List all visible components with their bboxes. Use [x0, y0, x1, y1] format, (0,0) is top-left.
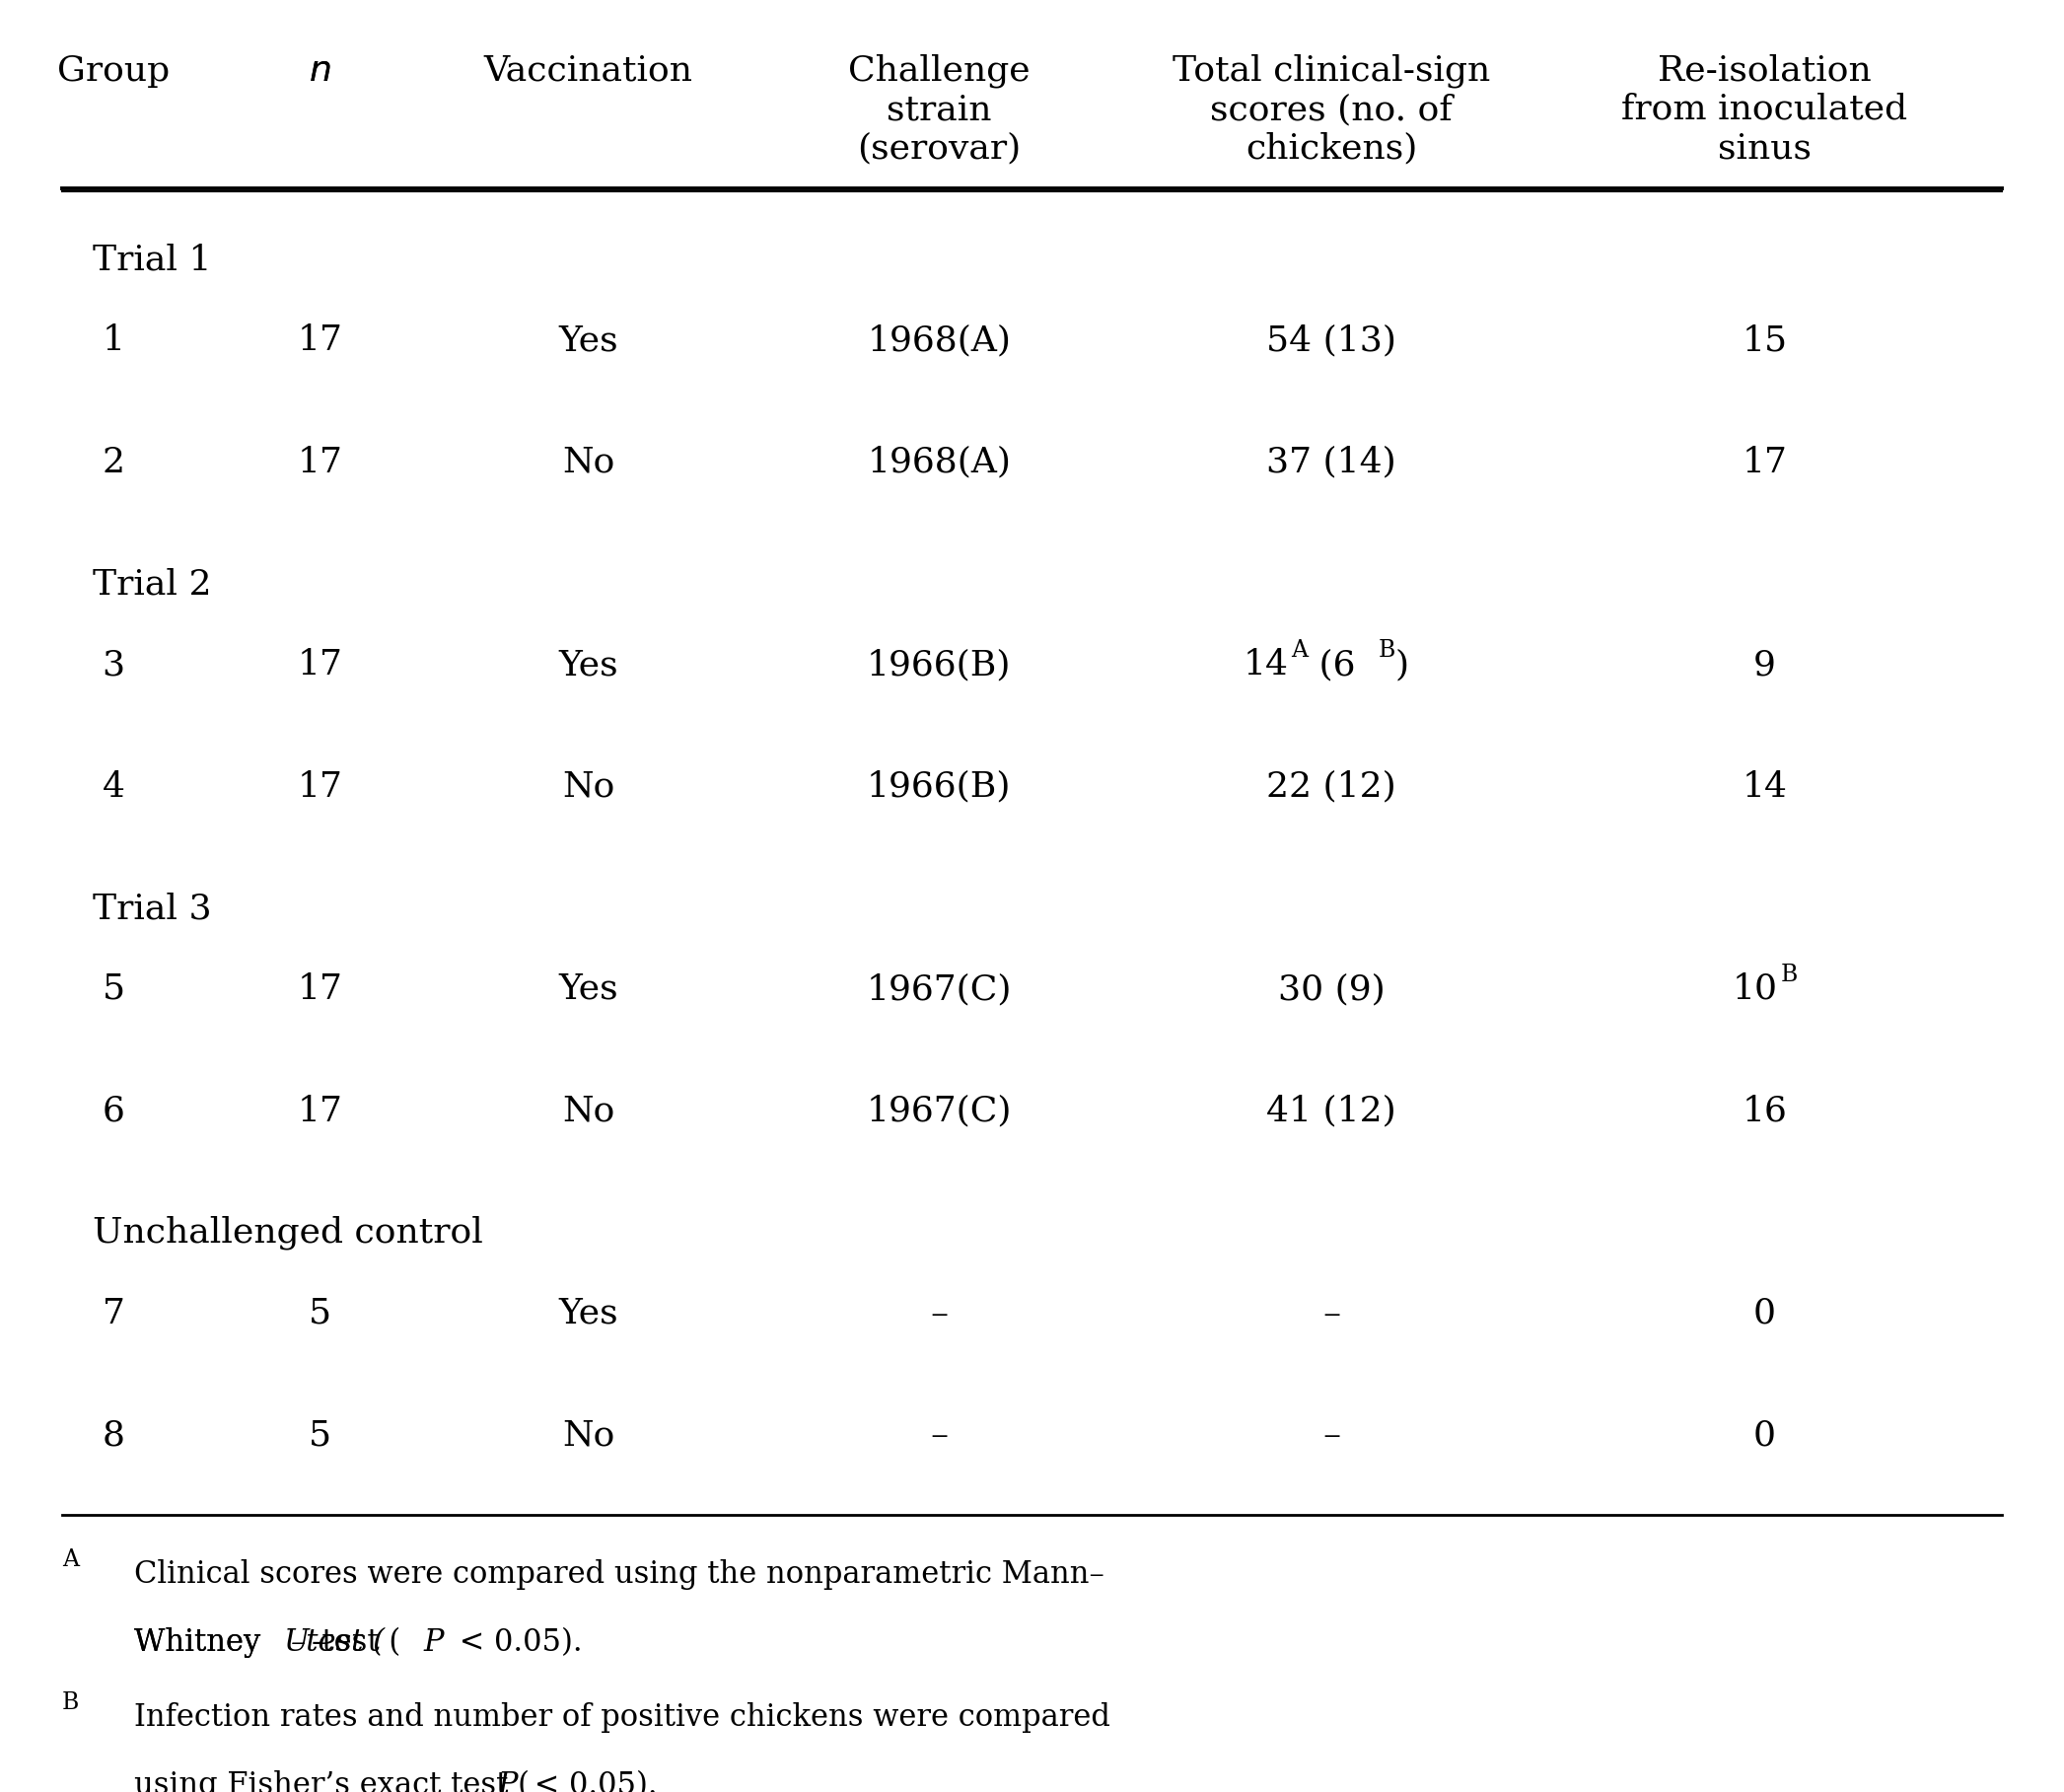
Text: B: B	[1779, 964, 1798, 986]
Text: 5: 5	[308, 1419, 332, 1452]
Text: < 0.05).: < 0.05).	[450, 1627, 582, 1658]
Text: ): )	[1395, 649, 1410, 681]
Text: Challenge
strain
(serovar): Challenge strain (serovar)	[848, 54, 1030, 165]
Text: Infection rates and number of positive chickens were compared: Infection rates and number of positive c…	[134, 1702, 1110, 1733]
Text: B: B	[1379, 640, 1395, 661]
Text: Yes: Yes	[559, 1297, 617, 1330]
Text: P: P	[423, 1627, 444, 1658]
Text: Whitney: Whitney	[134, 1627, 270, 1658]
Text: 16: 16	[1742, 1095, 1787, 1127]
Text: A: A	[1292, 640, 1309, 661]
Text: Whitney: Whitney	[134, 1627, 270, 1658]
Text: 14: 14	[1243, 649, 1288, 681]
Text: 8: 8	[103, 1419, 124, 1452]
Text: 7: 7	[103, 1297, 124, 1330]
Text: Trial 2: Trial 2	[93, 568, 213, 600]
Text: 54 (13): 54 (13)	[1265, 324, 1397, 357]
Text: B: B	[62, 1692, 78, 1715]
Text: 0: 0	[1754, 1419, 1775, 1452]
Text: $n$: $n$	[310, 54, 330, 88]
Text: 17: 17	[297, 973, 343, 1005]
Text: 1967(C): 1967(C)	[867, 1095, 1011, 1127]
Text: –: –	[1323, 1297, 1340, 1330]
Text: 5: 5	[101, 973, 126, 1005]
Text: Trial 3: Trial 3	[93, 892, 213, 925]
Text: Re-isolation
from inoculated
sinus: Re-isolation from inoculated sinus	[1622, 54, 1907, 165]
Text: 0: 0	[1754, 1297, 1775, 1330]
Text: 1966(B): 1966(B)	[867, 771, 1011, 803]
Text: 9: 9	[1754, 649, 1775, 681]
Text: < 0.05).: < 0.05).	[524, 1770, 656, 1792]
Text: No: No	[561, 1095, 615, 1127]
Text: 1: 1	[103, 324, 124, 357]
Text: Vaccination: Vaccination	[483, 54, 694, 88]
Text: 1968(A): 1968(A)	[867, 324, 1011, 357]
Text: 30 (9): 30 (9)	[1278, 973, 1385, 1005]
Text: 4: 4	[103, 771, 124, 803]
Text: 3: 3	[101, 649, 126, 681]
Text: P: P	[497, 1770, 518, 1792]
Text: 17: 17	[297, 649, 343, 681]
Text: 17: 17	[297, 446, 343, 478]
Text: 17: 17	[1742, 446, 1787, 478]
Text: 22 (12): 22 (12)	[1267, 771, 1395, 803]
Text: 41 (12): 41 (12)	[1267, 1095, 1395, 1127]
Text: $n$: $n$	[310, 54, 330, 88]
Text: -test (: -test (	[312, 1627, 400, 1658]
Text: 37 (14): 37 (14)	[1267, 446, 1395, 478]
Text: using Fisher’s exact test (: using Fisher’s exact test (	[134, 1770, 530, 1792]
Text: 1968(A): 1968(A)	[867, 446, 1011, 478]
Text: –: –	[931, 1297, 947, 1330]
Text: 6: 6	[103, 1095, 124, 1127]
Text: (6: (6	[1309, 649, 1356, 681]
Text: 17: 17	[297, 771, 343, 803]
Text: Yes: Yes	[559, 324, 617, 357]
Text: 15: 15	[1742, 324, 1787, 357]
Text: 10: 10	[1732, 973, 1777, 1005]
Text: Total clinical-sign
scores (no. of
chickens): Total clinical-sign scores (no. of chick…	[1172, 54, 1490, 165]
Text: –: –	[931, 1419, 947, 1452]
Text: 17: 17	[297, 324, 343, 357]
Text: –: –	[1323, 1419, 1340, 1452]
Text: Trial 1: Trial 1	[93, 244, 213, 276]
Text: Yes: Yes	[559, 649, 617, 681]
Text: A: A	[62, 1548, 78, 1572]
Text: Clinical scores were compared using the nonparametric Mann–: Clinical scores were compared using the …	[134, 1559, 1104, 1590]
Text: 2: 2	[103, 446, 124, 478]
Text: Yes: Yes	[559, 973, 617, 1005]
Text: No: No	[561, 446, 615, 478]
Text: 1967(C): 1967(C)	[867, 973, 1011, 1005]
Text: No: No	[561, 771, 615, 803]
Text: U: U	[283, 1627, 308, 1658]
Text: 5: 5	[308, 1297, 332, 1330]
Text: 17: 17	[297, 1095, 343, 1127]
Text: No: No	[561, 1419, 615, 1452]
Text: –test (: –test (	[291, 1627, 384, 1658]
Text: 1966(B): 1966(B)	[867, 649, 1011, 681]
Text: Group: Group	[58, 54, 169, 88]
Text: 14: 14	[1742, 771, 1787, 803]
Text: Unchallenged control: Unchallenged control	[93, 1217, 483, 1249]
